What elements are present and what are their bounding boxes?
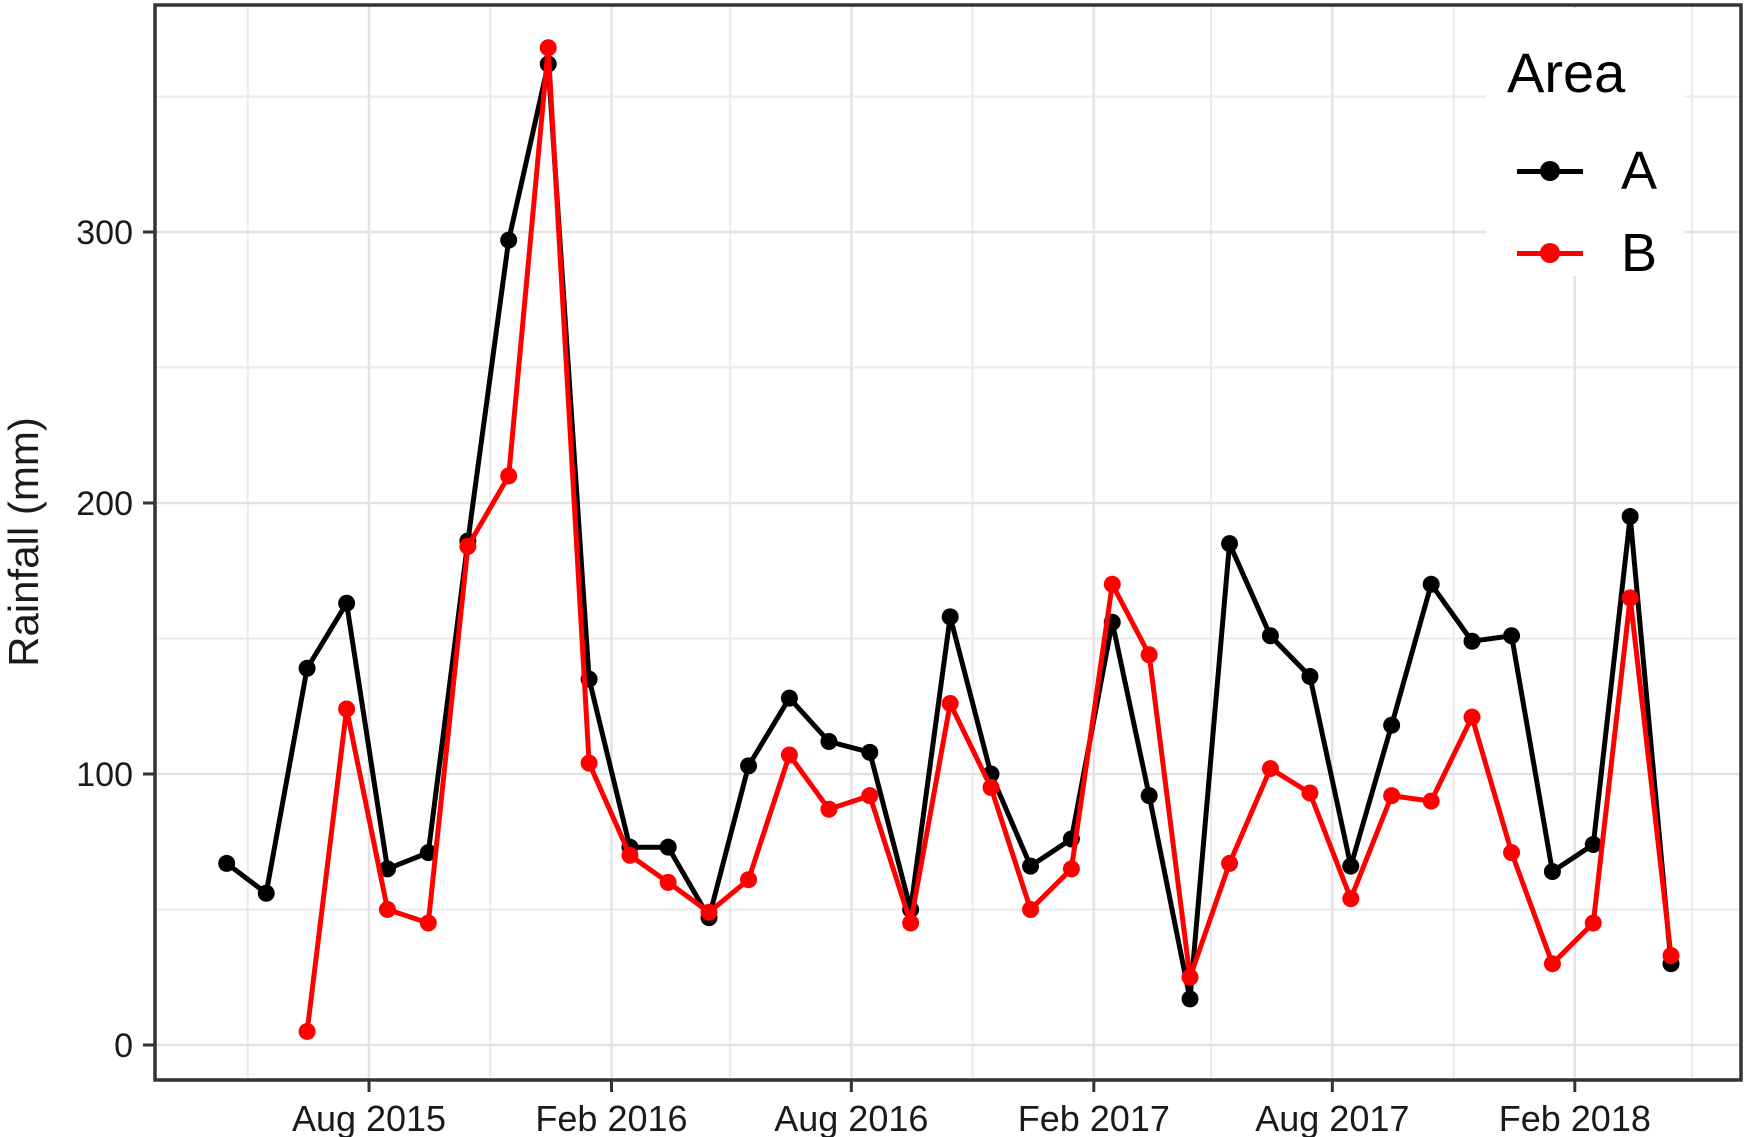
series-B-point <box>941 695 959 713</box>
series-A-point <box>780 689 798 707</box>
series-B-point <box>780 746 798 764</box>
series-A-point <box>1543 863 1561 881</box>
series-B-point <box>1422 792 1440 810</box>
series-B-point <box>659 873 677 891</box>
legend-key-b <box>1517 223 1583 283</box>
series-B-point <box>1584 914 1602 932</box>
y-axis-title: Rainfall (mm) <box>0 417 47 667</box>
series-B-point <box>621 846 639 864</box>
series-A-point <box>1342 857 1360 875</box>
series-B-point <box>902 914 920 932</box>
series-B-point <box>861 787 879 805</box>
series-B-point <box>378 901 396 918</box>
x-tick-label: Aug 2017 <box>1255 1098 1409 1137</box>
legend-key-a <box>1517 141 1583 201</box>
series-A-point <box>820 732 838 750</box>
legend-title: Area <box>1507 41 1626 104</box>
legend-entry-b: B <box>1486 223 1684 283</box>
legend-key-dot-b-icon <box>1540 243 1560 263</box>
series-A-point <box>659 838 677 856</box>
x-tick-label: Feb 2018 <box>1499 1098 1651 1137</box>
y-tick-label: 0 <box>114 1027 133 1065</box>
series-B-point <box>419 914 437 932</box>
series-B-point <box>580 754 598 772</box>
series-B-point <box>1342 890 1360 908</box>
series-A-point <box>1422 575 1440 593</box>
series-B-point <box>1503 844 1521 862</box>
series-A-point <box>1503 627 1521 645</box>
series-A-point <box>1463 632 1481 650</box>
x-tick-label: Aug 2015 <box>292 1098 446 1137</box>
legend-entry-a: A <box>1486 141 1684 201</box>
series-B-point <box>1022 901 1040 918</box>
series-B-point <box>459 537 477 555</box>
series-B-point <box>338 700 356 718</box>
series-A-point <box>500 231 518 249</box>
series-A-point <box>740 757 758 775</box>
series-B-point <box>1543 955 1561 973</box>
series-B-point <box>740 871 758 889</box>
legend-key-dot-a-icon <box>1540 161 1560 181</box>
series-B-point <box>1301 784 1319 802</box>
series-B-point <box>982 779 1000 797</box>
series-B-point <box>1140 646 1158 664</box>
legend-label-a: A <box>1621 141 1658 201</box>
series-A-point <box>218 854 236 872</box>
legend: Area A B <box>1486 8 1684 283</box>
series-A-point <box>419 844 437 862</box>
y-tick-label: 200 <box>76 485 133 523</box>
y-tick-label: 100 <box>76 756 133 794</box>
series-B-point <box>1062 860 1080 878</box>
series-A-point <box>861 743 879 761</box>
series-A-point <box>338 594 356 612</box>
series-A-point <box>1022 857 1040 875</box>
series-B-point <box>539 39 557 57</box>
series-B-point <box>298 1022 316 1040</box>
series-A-point <box>1261 627 1279 645</box>
series-B-point <box>1621 589 1639 607</box>
series-A-point <box>1140 787 1158 805</box>
y-tick-label: 300 <box>76 214 133 252</box>
series-B-point <box>1181 968 1199 986</box>
series-B-point <box>1383 787 1401 805</box>
series-A-point <box>378 860 396 878</box>
series-B-point <box>700 903 718 921</box>
series-A-point <box>1221 535 1239 553</box>
panel-border <box>153 3 1743 1082</box>
series-B-point <box>1463 708 1481 726</box>
series-B-point <box>1221 854 1239 872</box>
legend-label-b: B <box>1621 223 1658 283</box>
series-B-point <box>1662 947 1680 965</box>
series-A-point <box>1301 667 1319 685</box>
series-B-point <box>1261 760 1279 778</box>
series-B-point <box>500 467 518 485</box>
x-tick-label: Feb 2017 <box>1018 1098 1170 1137</box>
series-A-point <box>1181 990 1199 1008</box>
series-A-point <box>1584 835 1602 853</box>
x-tick-label: Feb 2016 <box>535 1098 687 1137</box>
x-tick-label: Aug 2016 <box>774 1098 928 1137</box>
series-A-point <box>298 659 316 677</box>
series-A-point <box>1383 716 1401 734</box>
series-A-point <box>941 608 959 626</box>
series-B-line <box>304 47 1674 1032</box>
series-B-point <box>1103 575 1121 593</box>
series-A-point <box>1621 508 1639 526</box>
series-B-point <box>820 800 838 818</box>
series-A-point <box>257 884 275 902</box>
